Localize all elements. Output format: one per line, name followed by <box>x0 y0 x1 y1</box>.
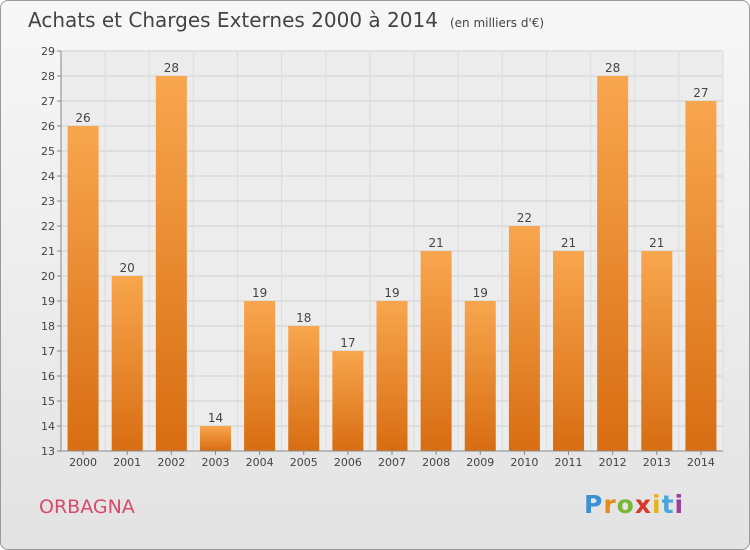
data-label-2005: 18 <box>296 311 311 325</box>
y-tick-label: 27 <box>41 95 55 108</box>
logo-letter: x <box>634 490 652 519</box>
x-tick-label-2003: 2003 <box>201 456 229 469</box>
data-label-2002: 28 <box>164 61 179 75</box>
chart-subtitle: (en milliers d'€) <box>449 16 545 30</box>
bar-2011 <box>553 251 585 451</box>
data-label-2000: 26 <box>75 111 90 125</box>
bar-2003 <box>199 426 231 451</box>
x-tick-label-2012: 2012 <box>599 456 627 469</box>
data-label-2004: 19 <box>252 286 267 300</box>
x-tick-label-2002: 2002 <box>157 456 185 469</box>
bar-layer: 26 20 28 14 19 18 17 19 21 19 22 21 28 21 27 <box>67 61 717 451</box>
bar-2012 <box>597 76 629 451</box>
bar-2007 <box>376 301 408 451</box>
title-text: Achats et Charges Externes 2000 à 2014 <box>28 8 438 32</box>
data-label-2010: 22 <box>517 211 532 225</box>
y-tick-label: 29 <box>41 45 55 58</box>
data-label-2009: 19 <box>473 286 488 300</box>
y-tick-label: 20 <box>41 270 55 283</box>
bar-2010 <box>508 226 540 451</box>
y-tick-label: 14 <box>41 420 55 433</box>
y-tick-label: 15 <box>41 395 55 408</box>
y-tick-label: 28 <box>41 70 55 83</box>
y-tick-label: 22 <box>41 220 55 233</box>
data-label-2008: 21 <box>428 236 443 250</box>
data-label-2013: 21 <box>649 236 664 250</box>
bar-2001 <box>111 276 143 451</box>
axis-layer: 13 14 15 16 17 18 19 20 21 22 23 24 25 26 27 28 29 2000 20… <box>41 45 723 469</box>
bar-2014 <box>685 101 717 451</box>
logo-letter: r <box>603 490 617 519</box>
x-tick-label-2013: 2013 <box>643 456 671 469</box>
y-tick-label: 13 <box>41 445 55 458</box>
logo-letter: i <box>674 490 685 519</box>
y-tick-label: 16 <box>41 370 55 383</box>
bar-2002 <box>155 76 187 451</box>
bar-2004 <box>244 301 276 451</box>
logo-letter: t <box>661 490 675 519</box>
x-tick-label-2010: 2010 <box>510 456 538 469</box>
data-label-2012: 28 <box>605 61 620 75</box>
data-label-2003: 14 <box>208 411 223 425</box>
data-label-2011: 21 <box>561 236 576 250</box>
y-tick-label: 23 <box>41 195 55 208</box>
x-tick-label-2004: 2004 <box>246 456 274 469</box>
bar-2009 <box>464 301 496 451</box>
x-tick-label-2001: 2001 <box>113 456 141 469</box>
x-tick-label-2005: 2005 <box>290 456 318 469</box>
bar-2005 <box>288 326 320 451</box>
y-tick-label: 24 <box>41 170 55 183</box>
y-tick-label: 21 <box>41 245 55 258</box>
proxiti-logo: Proxiti <box>584 490 684 519</box>
data-label-2006: 17 <box>340 336 355 350</box>
x-tick-label-2008: 2008 <box>422 456 450 469</box>
x-tick-label-2014: 2014 <box>687 456 715 469</box>
bar-2000 <box>67 126 99 451</box>
bar-2008 <box>420 251 452 451</box>
y-tick-label: 25 <box>41 145 55 158</box>
y-tick-label: 19 <box>41 295 55 308</box>
commune-name: ORBAGNA <box>39 496 135 518</box>
logo-letter: P <box>584 490 604 519</box>
x-tick-label-2007: 2007 <box>378 456 406 469</box>
data-label-2014: 27 <box>693 86 708 100</box>
y-tick-label: 26 <box>41 120 55 133</box>
y-tick-label: 18 <box>41 320 55 333</box>
data-label-2001: 20 <box>120 261 135 275</box>
data-label-2007: 19 <box>384 286 399 300</box>
bar-2006 <box>332 351 364 451</box>
logo-letter: o <box>616 490 635 519</box>
x-tick-label-2011: 2011 <box>555 456 583 469</box>
x-tick-label-2006: 2006 <box>334 456 362 469</box>
x-tick-label-2000: 2000 <box>69 456 97 469</box>
logo-letter: i <box>652 490 662 519</box>
x-tick-label-2009: 2009 <box>466 456 494 469</box>
y-tick-label: 17 <box>41 345 55 358</box>
bar-2013 <box>641 251 673 451</box>
chart-title: Achats et Charges Externes 2000 à 2014 (e… <box>28 8 544 32</box>
